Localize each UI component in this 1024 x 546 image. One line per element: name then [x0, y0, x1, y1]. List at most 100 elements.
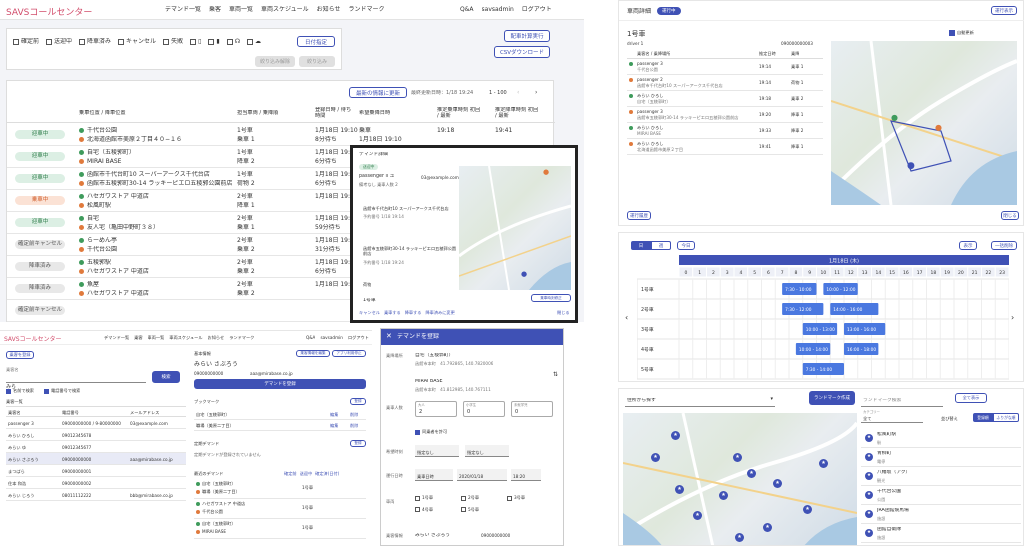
car-checkbox[interactable]: 4号車: [415, 507, 461, 512]
refresh-button[interactable]: 最新の情報に更新: [349, 87, 407, 98]
popup-cancel-link[interactable]: キャンセル: [359, 310, 380, 315]
wish-select-2[interactable]: 指定なし: [465, 445, 509, 457]
map-pin-icon[interactable]: ●: [935, 123, 942, 132]
map-pin-icon[interactable]: ●: [521, 270, 528, 278]
history-row[interactable]: ハセガワストア 中道店 千代台公園 1号車: [194, 499, 366, 519]
schedule-bar[interactable]: [823, 283, 858, 295]
address-search-select[interactable]: 住所から探す ▾: [625, 393, 775, 407]
nav-item-landmark[interactable]: ランドマーク: [348, 6, 385, 13]
passenger-row[interactable]: みらい じろう 08011112222 bbb@mirabase.co.jp: [6, 489, 186, 501]
table-row[interactable]: 迎車中 自宅（五稜郭町） MIRAI BASE 1号車 降車 2 1月18日 19:12 6…: [7, 146, 555, 168]
passenger-row[interactable]: 住本 和浩 09000000002: [6, 477, 186, 489]
landmark-pin-icon[interactable]: ★: [735, 533, 744, 542]
nav-item-demand[interactable]: デマンド一覧: [165, 6, 202, 13]
add-passenger-button[interactable]: 乗客を登録: [6, 351, 34, 359]
col-wish[interactable]: 希望乗降日時: [359, 110, 391, 116]
nav-item-vehicle[interactable]: 車両一覧: [229, 6, 254, 13]
landmark-item[interactable]: ★ 松風町駅駅: [861, 429, 1021, 448]
auto-update-toggle[interactable]: 自動更新: [949, 30, 974, 36]
map-pin-icon[interactable]: ●: [543, 168, 550, 176]
filter-unconfirmed[interactable]: 確定前: [13, 38, 39, 45]
landmark-pin-icon[interactable]: ★: [819, 459, 828, 468]
search-by-name[interactable]: 名前で検索: [6, 388, 34, 394]
passenger-row[interactable]: みらい さぶろう 09000000000 aaa@mirabase.co.jp: [6, 453, 186, 465]
nav-item-news[interactable]: お知らせ: [207, 335, 225, 340]
filter-dropped[interactable]: 降車済み: [79, 38, 111, 45]
passenger-search-input[interactable]: みら: [6, 373, 146, 390]
landmark-item[interactable]: ★ 函館自衛隊 施設: [861, 524, 1021, 543]
popup-drop-done-link[interactable]: 降車済みに変更: [425, 310, 455, 315]
car-checkbox[interactable]: 5号車: [461, 507, 507, 512]
history-tab[interactable]: 確定済(日付): [315, 471, 340, 476]
nav-item-landmark[interactable]: ランドマーク: [229, 335, 255, 340]
passenger-row[interactable]: みらい ゆ 09012345677: [6, 441, 186, 453]
nav-item-user[interactable]: savsadmin: [481, 6, 514, 13]
create-landmark-button[interactable]: ランドマーク作成: [809, 391, 855, 405]
sort-registered[interactable]: 登録順: [973, 413, 993, 422]
nav-item-logout[interactable]: ログアウト: [521, 6, 552, 13]
search-button[interactable]: 検索: [152, 371, 180, 383]
landmark-item[interactable]: ★ JRA函館競馬場 施設: [861, 505, 1021, 524]
landmark-search-input[interactable]: ランドマーク検索: [861, 393, 943, 407]
nav-item-schedule[interactable]: 車両スケジュール: [261, 6, 309, 13]
register-demand-button[interactable]: デマンドを登録: [194, 379, 366, 389]
stop-row[interactable]: passenger 2 函館市千代台町10 スーパーアークス千代台店 19:14 荷物…: [627, 75, 823, 91]
prev-page-icon[interactable]: ‹: [517, 89, 520, 96]
popup-close-button[interactable]: 閉じる: [557, 310, 570, 315]
landmark-pin-icon[interactable]: ★: [675, 485, 684, 494]
wish-select-1[interactable]: 指定なし: [415, 445, 459, 457]
nav-item-demand[interactable]: デマンド一覧: [104, 335, 130, 340]
history-tab[interactable]: 送迎中: [299, 471, 313, 476]
history-button[interactable]: 運行履歴: [627, 211, 651, 220]
time-input[interactable]: 18:20: [511, 469, 541, 481]
nav-item-user[interactable]: savsadmin: [320, 335, 343, 340]
passenger-row[interactable]: passenger 3 09000000000 / 9-80000000 03@ex…: [6, 417, 186, 429]
apply-filter-button[interactable]: 絞り込み: [299, 56, 335, 67]
history-row[interactable]: 自宅（五稜郭町） 職場（美原二丁目） 1号車: [194, 479, 366, 499]
landmark-pin-icon[interactable]: ★: [733, 453, 742, 462]
landmark-map[interactable]: ★ ★ ★ ★ ★ ★ ★ ★ ★ ★ ★ ★: [623, 413, 857, 545]
bookmark-edit-link[interactable]: 編集: [330, 412, 339, 417]
next-page-icon[interactable]: ›: [535, 89, 538, 96]
count-input[interactable]: 大人 2: [415, 401, 457, 417]
close-icon[interactable]: ✕: [386, 332, 392, 340]
allow-share-checkbox[interactable]: 同乗者を許可: [415, 429, 447, 435]
passenger-row[interactable]: みらい ひろし 09012345678: [6, 429, 186, 441]
sort-furigana[interactable]: ふりがな順: [993, 413, 1019, 422]
filter-cloud[interactable]: ☁: [247, 38, 261, 45]
prev-day-icon[interactable]: ‹: [625, 313, 629, 322]
show-all-button[interactable]: 全て表示: [955, 393, 987, 403]
landmark-item[interactable]: ★ 千代台公園 公園: [861, 486, 1021, 505]
edit-passenger-button[interactable]: 乗客情報を編集: [296, 350, 330, 357]
table-row[interactable]: 確定前キャンセル: [7, 300, 555, 322]
dispatch-button[interactable]: 配車計算実行: [504, 30, 550, 42]
car-checkbox[interactable]: 2号車: [461, 495, 507, 501]
display-button[interactable]: 表示: [959, 241, 977, 250]
bookmark-delete-link[interactable]: 削除: [350, 412, 359, 417]
schedule-bar[interactable]: [830, 303, 879, 315]
schedule-bar[interactable]: [844, 323, 886, 335]
count-input[interactable]: 小学生 0: [463, 401, 505, 417]
history-tab[interactable]: 確定前: [284, 471, 297, 476]
nav-item-news[interactable]: お知らせ: [316, 6, 341, 13]
table-row[interactable]: 確定前キャンセル らーめん亭 千代台公園 2号車 乗車 2 1月18日 19:17 31分待…: [7, 234, 555, 256]
table-row[interactable]: 乗車中 ハセガワストア 中道店 松風町駅 2号車 降車 1 1月18日 19:14: [7, 190, 555, 212]
bulk-delete-button[interactable]: 一括削除: [991, 241, 1017, 250]
swap-icon[interactable]: ⇅: [553, 371, 559, 378]
landmark-pin-icon[interactable]: ★: [651, 453, 660, 462]
count-input[interactable]: 未就学児 0: [511, 401, 553, 417]
schedule-bar[interactable]: [802, 323, 838, 335]
category-select[interactable]: カテゴリー 全て: [861, 409, 923, 423]
stop-row[interactable]: みらい ひろし 北海道函館市美原２丁目 19:41 降車 1: [627, 139, 823, 155]
schedule-bar[interactable]: [795, 343, 831, 355]
schedule-bar[interactable]: [782, 303, 824, 315]
nav-item-vehicle[interactable]: 車両一覧: [147, 335, 165, 340]
nav-item-qa[interactable]: Q&A: [306, 335, 316, 340]
filter-mobile[interactable]: ▯: [190, 38, 201, 45]
popup-map[interactable]: ● ●: [459, 166, 571, 290]
vehicle-map[interactable]: ● ● ●: [831, 41, 1017, 205]
landmark-pin-icon[interactable]: ★: [693, 511, 702, 520]
vehicle-marker-icon[interactable]: ●: [907, 161, 915, 171]
landmark-pin-icon[interactable]: ★: [719, 491, 728, 500]
landmark-pin-icon[interactable]: ★: [671, 431, 680, 440]
